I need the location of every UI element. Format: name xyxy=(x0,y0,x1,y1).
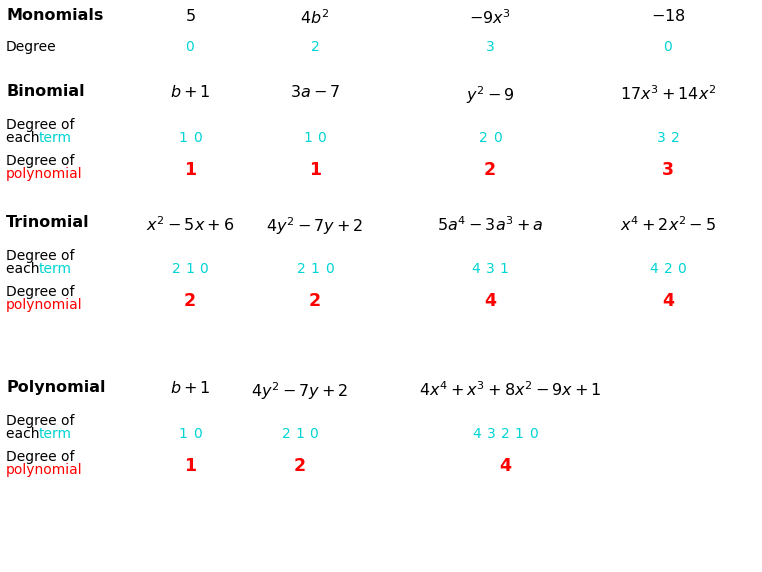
Text: 0: 0 xyxy=(325,262,334,276)
Text: 2: 2 xyxy=(171,262,181,276)
Text: 0: 0 xyxy=(200,262,208,276)
Text: $3a - 7$: $3a - 7$ xyxy=(290,84,340,100)
Text: each: each xyxy=(6,427,44,441)
Text: Degree of: Degree of xyxy=(6,154,75,168)
Text: 1: 1 xyxy=(178,131,187,145)
Text: 0: 0 xyxy=(186,40,194,54)
Text: 1: 1 xyxy=(311,262,319,276)
Text: 2: 2 xyxy=(311,40,319,54)
Text: polynomial: polynomial xyxy=(6,463,82,477)
Text: 0: 0 xyxy=(492,131,501,145)
Text: 0: 0 xyxy=(309,427,319,441)
Text: $4y^{2} - 7y + 2$: $4y^{2} - 7y + 2$ xyxy=(266,215,363,237)
Text: 2: 2 xyxy=(184,292,196,310)
Text: 2: 2 xyxy=(282,427,290,441)
Text: $x^{4} + 2x^{2} - 5$: $x^{4} + 2x^{2} - 5$ xyxy=(620,215,716,234)
Text: $b + 1$: $b + 1$ xyxy=(170,380,210,396)
Text: 1: 1 xyxy=(184,457,196,475)
Text: $-9x^{3}$: $-9x^{3}$ xyxy=(469,8,511,27)
Text: 1: 1 xyxy=(184,161,196,179)
Text: 3: 3 xyxy=(662,161,674,179)
Text: 4: 4 xyxy=(662,292,674,310)
Text: 2: 2 xyxy=(309,292,321,310)
Text: 3: 3 xyxy=(485,40,495,54)
Text: polynomial: polynomial xyxy=(6,167,82,181)
Text: 2: 2 xyxy=(664,262,672,276)
Text: $y^{2} - 9$: $y^{2} - 9$ xyxy=(466,84,514,106)
Text: $5a^{4} - 3a^{3} + a$: $5a^{4} - 3a^{3} + a$ xyxy=(437,215,543,234)
Text: 1: 1 xyxy=(303,131,312,145)
Text: 0: 0 xyxy=(529,427,537,441)
Text: $x^{2} - 5x + 6$: $x^{2} - 5x + 6$ xyxy=(146,215,234,234)
Text: 1: 1 xyxy=(500,262,508,276)
Text: $-18$: $-18$ xyxy=(651,8,685,24)
Text: term: term xyxy=(39,427,72,441)
Text: 0: 0 xyxy=(193,427,201,441)
Text: 2: 2 xyxy=(501,427,509,441)
Text: Degree of: Degree of xyxy=(6,414,75,428)
Text: each: each xyxy=(6,131,44,145)
Text: 1: 1 xyxy=(186,262,194,276)
Text: 0: 0 xyxy=(318,131,326,145)
Text: Binomial: Binomial xyxy=(6,84,85,99)
Text: $b + 1$: $b + 1$ xyxy=(170,84,210,100)
Text: Degree: Degree xyxy=(6,40,56,54)
Text: $5$: $5$ xyxy=(184,8,195,24)
Text: polynomial: polynomial xyxy=(6,298,82,312)
Text: Degree of: Degree of xyxy=(6,118,75,132)
Text: Degree of: Degree of xyxy=(6,450,75,464)
Text: 3: 3 xyxy=(485,262,495,276)
Text: Trinomial: Trinomial xyxy=(6,215,90,230)
Text: 1: 1 xyxy=(309,161,321,179)
Text: $4b^{2}$: $4b^{2}$ xyxy=(300,8,330,27)
Text: term: term xyxy=(39,262,72,276)
Text: 0: 0 xyxy=(677,262,687,276)
Text: Degree of: Degree of xyxy=(6,249,75,263)
Text: 4: 4 xyxy=(499,457,511,475)
Text: Monomials: Monomials xyxy=(6,8,104,23)
Text: 0: 0 xyxy=(193,131,201,145)
Text: $17x^{3} + 14x^{2}$: $17x^{3} + 14x^{2}$ xyxy=(620,84,716,103)
Text: 2: 2 xyxy=(294,457,306,475)
Text: 4: 4 xyxy=(484,292,496,310)
Text: 2: 2 xyxy=(484,161,496,179)
Text: 4: 4 xyxy=(472,427,482,441)
Text: $4y^{2} - 7y + 2$: $4y^{2} - 7y + 2$ xyxy=(251,380,349,402)
Text: 3: 3 xyxy=(657,131,665,145)
Text: each: each xyxy=(6,262,44,276)
Text: 3: 3 xyxy=(487,427,495,441)
Text: 4: 4 xyxy=(650,262,658,276)
Text: 2: 2 xyxy=(479,131,488,145)
Text: 4: 4 xyxy=(472,262,480,276)
Text: Degree of: Degree of xyxy=(6,285,75,299)
Text: term: term xyxy=(39,131,72,145)
Text: 1: 1 xyxy=(296,427,305,441)
Text: 1: 1 xyxy=(514,427,523,441)
Text: Polynomial: Polynomial xyxy=(6,380,105,395)
Text: 2: 2 xyxy=(296,262,306,276)
Text: 1: 1 xyxy=(178,427,187,441)
Text: 0: 0 xyxy=(664,40,672,54)
Text: $4x^{4} + x^{3} + 8x^{2} - 9x + 1$: $4x^{4} + x^{3} + 8x^{2} - 9x + 1$ xyxy=(418,380,601,399)
Text: 2: 2 xyxy=(671,131,680,145)
